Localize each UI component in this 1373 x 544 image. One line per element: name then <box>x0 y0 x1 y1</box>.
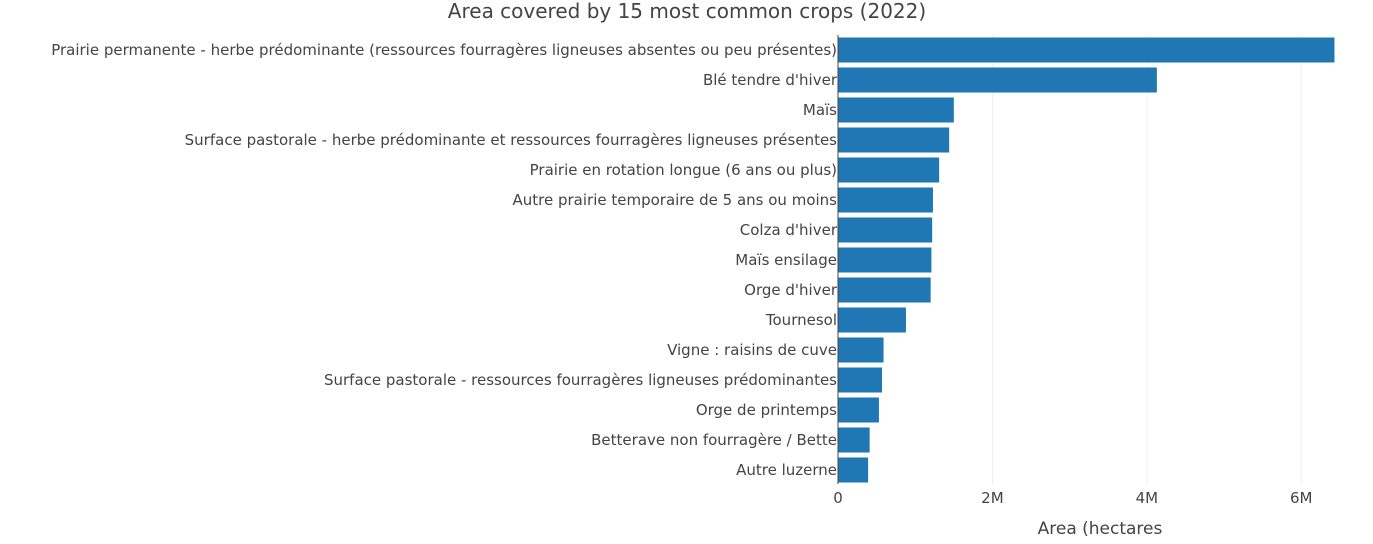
category-label: Autre prairie temporaire de 5 ans ou moi… <box>513 191 838 209</box>
x-tick-label: 4M <box>1136 489 1159 507</box>
category-label: Prairie en rotation longue (6 ans ou plu… <box>530 161 837 179</box>
bar <box>838 97 954 123</box>
x-tick-label: 2M <box>981 489 1004 507</box>
bar <box>838 67 1157 93</box>
category-label: Orge de printemps <box>696 401 837 419</box>
x-axis-title: Area (hectares <box>1038 519 1163 539</box>
category-label: Autre luzerne <box>736 461 837 479</box>
x-tick-labels: 0 2M 4M 6M <box>833 489 1312 507</box>
bar <box>838 277 931 303</box>
bar <box>838 397 879 423</box>
bar <box>838 217 933 243</box>
bar <box>838 307 906 333</box>
x-tick-label: 0 <box>833 489 843 507</box>
x-tick-label: 6M <box>1290 489 1313 507</box>
category-label: Surface pastorale - ressources fourragèr… <box>324 371 837 389</box>
bar <box>838 427 870 453</box>
category-label: Tournesol <box>765 311 837 329</box>
bar <box>838 247 932 273</box>
bar <box>838 367 883 393</box>
chart-title: Area covered by 15 most common crops (20… <box>448 0 926 23</box>
bar <box>838 37 1335 63</box>
bar <box>838 127 950 153</box>
category-label: Vigne : raisins de cuve <box>667 341 837 359</box>
bar <box>838 187 933 213</box>
category-label: Betterave non fourragère / Bette <box>591 431 837 449</box>
category-label: Orge d'hiver <box>744 281 838 299</box>
bar <box>838 337 884 363</box>
category-label: Colza d'hiver <box>740 221 838 239</box>
category-label: Surface pastorale - herbe prédominante e… <box>185 131 838 149</box>
bar <box>838 457 869 483</box>
grid-layer <box>991 35 1302 484</box>
category-label: Blé tendre d'hiver <box>703 71 838 89</box>
category-label: Prairie permanente - herbe prédominante … <box>51 41 837 59</box>
bar <box>838 157 940 183</box>
bar-layer <box>838 37 1335 483</box>
category-label: Maïs <box>803 101 837 119</box>
category-labels: Prairie permanente - herbe prédominante … <box>51 41 838 479</box>
category-label: Maïs ensilage <box>735 251 837 269</box>
